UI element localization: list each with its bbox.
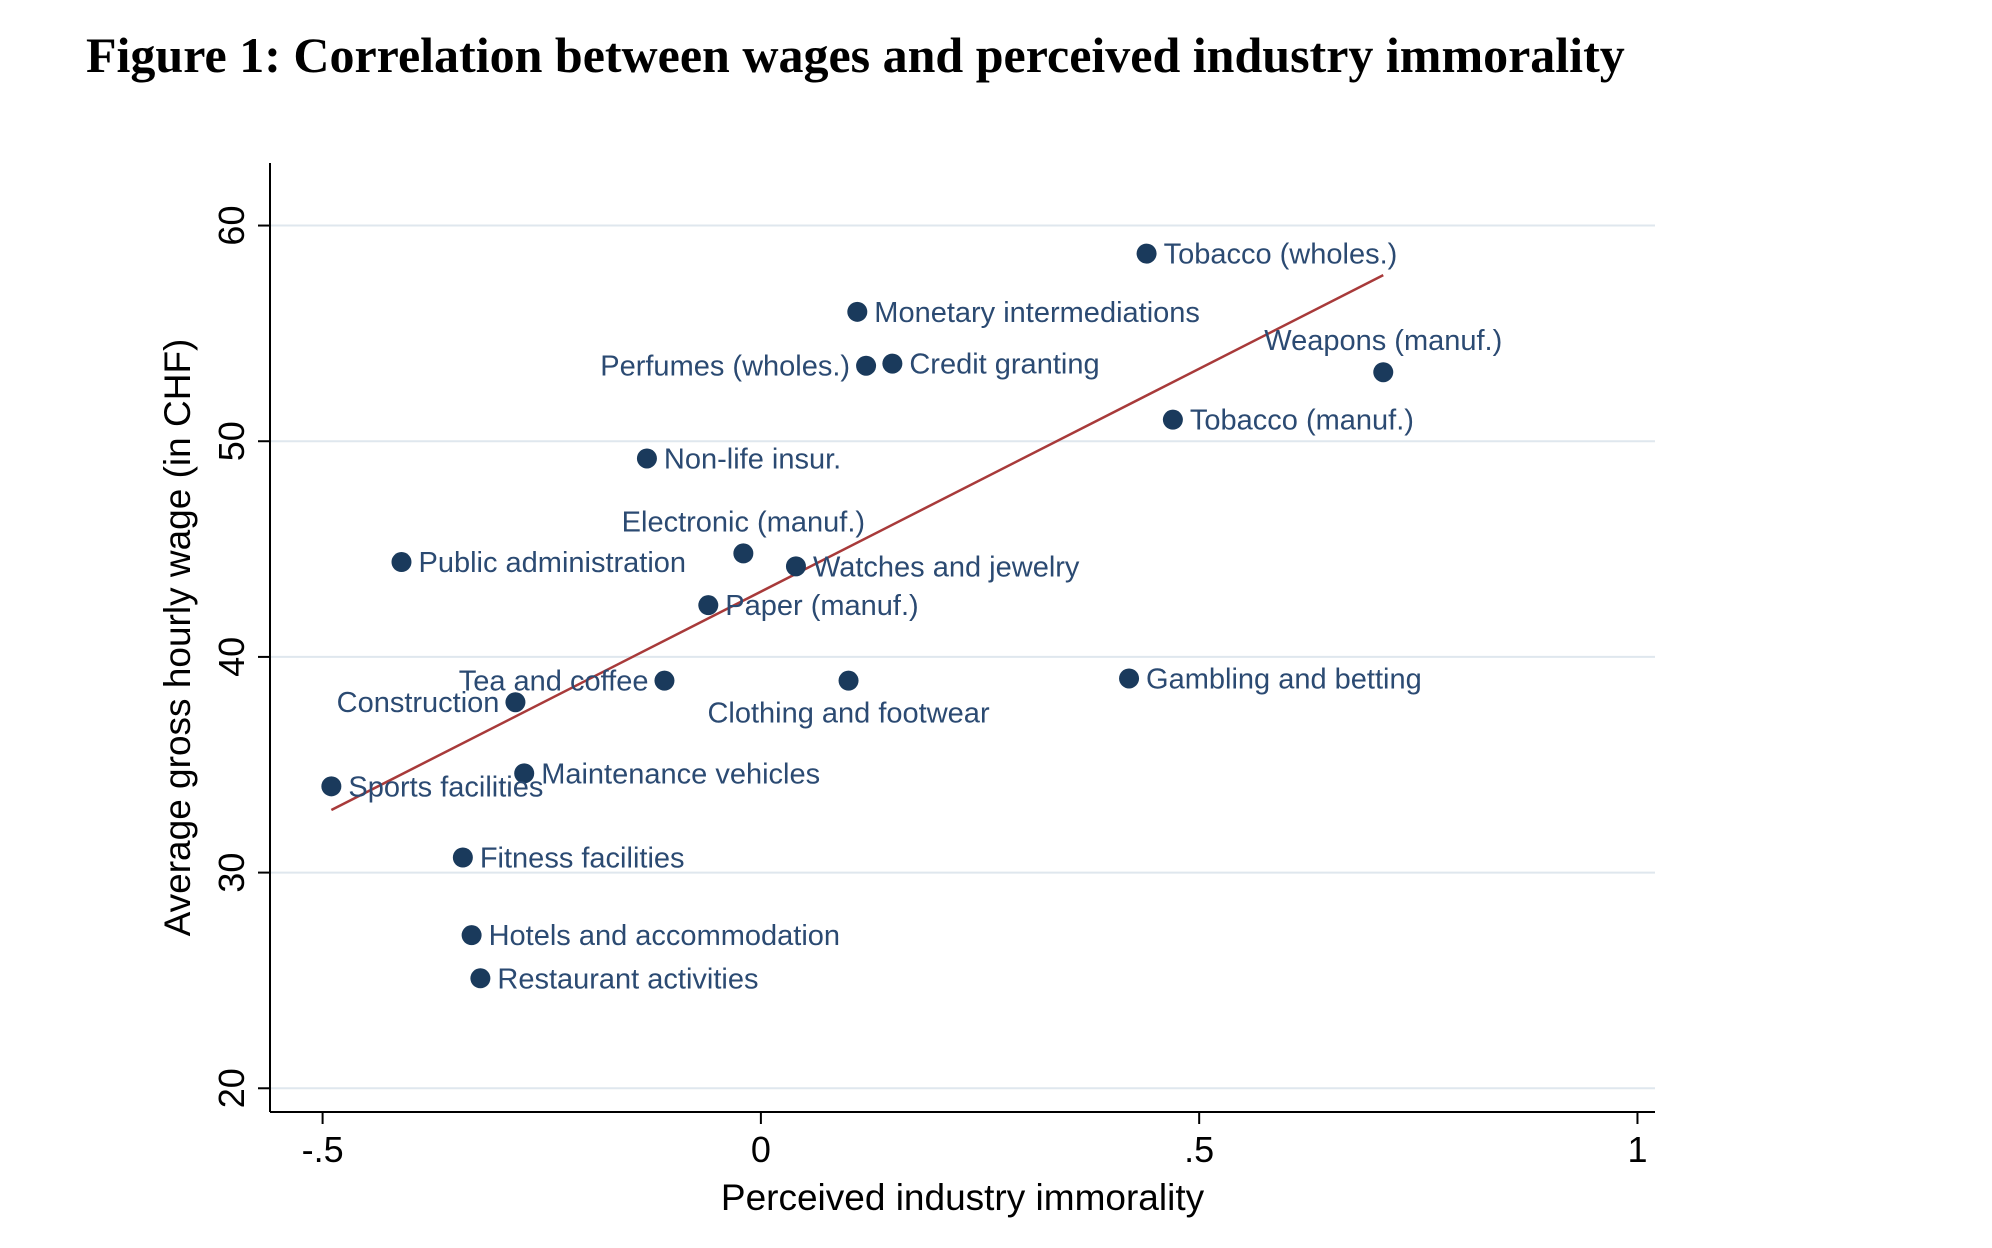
x-axis-title: Perceived industry immorality [721,1177,1205,1218]
point-label: Tea and coffee [459,666,649,698]
data-point [505,692,526,713]
point-label: Public administration [418,547,686,579]
y-axis-title: Average gross hourly wage (in CHF) [157,339,198,937]
data-point [470,968,491,989]
y-tick-label: 60 [211,206,252,246]
data-point [733,543,754,564]
data-point [838,670,859,691]
data-point [882,353,903,374]
point-label: Non-life insur. [664,443,841,475]
x-tick-label: 0 [751,1129,771,1170]
point-label: Monetary intermediations [874,297,1200,329]
point-label: Tobacco (manuf.) [1190,405,1414,437]
data-point [654,670,675,691]
data-point [321,776,342,797]
point-label: Clothing and footwear [707,698,989,730]
data-point [636,448,657,469]
point-label: Maintenance vehicles [541,758,820,790]
data-point [391,552,412,573]
point-label: Perfumes (wholes.) [600,351,850,383]
y-tick-label: 50 [211,421,252,461]
fit-line-group [330,274,1384,812]
data-point [514,763,535,784]
point-label: Restaurant activities [497,963,758,995]
data-point [452,847,473,868]
data-point [785,556,806,577]
point-label: Weapons (manuf.) [1264,325,1502,357]
x-tick-label: -.5 [302,1129,344,1170]
data-point [1136,243,1157,264]
data-point [1373,362,1394,383]
point-label: Tobacco (wholes.) [1164,239,1398,271]
point-label: Construction [337,687,500,719]
point-label: Hotels and accommodation [489,920,840,952]
point-label: Sports facilities [348,771,543,803]
figure-title: Figure 1: Correlation between wages and … [86,27,1625,83]
point-label: Gambling and betting [1146,663,1422,695]
point-label: Electronic (manuf.) [622,506,865,538]
point-labels: Tobacco (wholes.) Monetary intermediation… [337,239,1503,996]
data-point [1119,668,1140,689]
point-label: Fitness facilities [480,842,685,874]
y-tick-label: 40 [211,637,252,677]
data-point [856,355,877,376]
point-label: Paper (manuf.) [725,590,918,622]
y-tick-label: 30 [211,853,252,893]
x-tick-label: 1 [1627,1129,1647,1170]
x-tick-label: .5 [1184,1129,1214,1170]
data-point [698,595,719,616]
point-label: Credit granting [909,349,1099,381]
axes: 20 30 40 50 60 -.5 0 .5 1 [211,163,1655,1170]
data-point [847,301,868,322]
fit-line [330,274,1384,812]
point-label: Watches and jewelry [813,551,1080,583]
y-tick-label: 20 [211,1068,252,1108]
data-points [321,243,1394,989]
data-point [1162,409,1183,430]
gridlines [270,224,1655,1090]
data-point [461,925,482,946]
